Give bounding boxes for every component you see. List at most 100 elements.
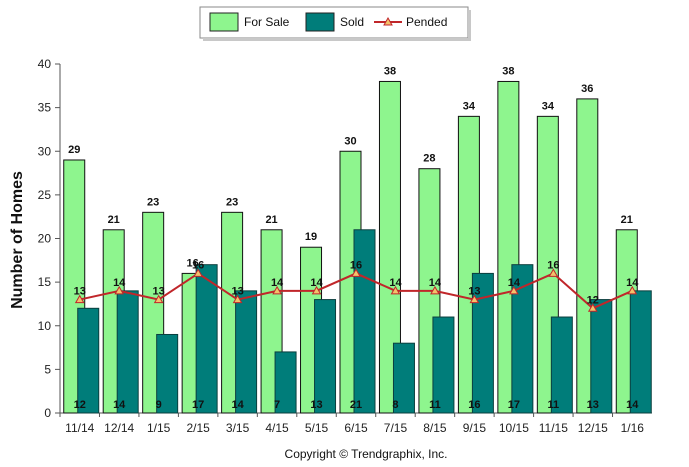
pended-marker bbox=[587, 303, 598, 312]
pended-marker bbox=[232, 294, 243, 304]
y-tick-label: 40 bbox=[38, 57, 52, 71]
x-tick-label: 6/15 bbox=[344, 421, 368, 435]
x-tick-label: 4/15 bbox=[265, 421, 289, 435]
legend-swatch-sold bbox=[305, 12, 335, 32]
x-tick-label: 12/14 bbox=[104, 421, 134, 435]
pended-marker bbox=[509, 285, 519, 295]
sold-value-label: 14 bbox=[113, 399, 126, 411]
pended-value-label: 13 bbox=[153, 286, 165, 298]
legend-box-shadow bbox=[468, 10, 471, 40]
for-sale-value-label: 29 bbox=[68, 144, 80, 156]
bar-sold bbox=[235, 290, 258, 414]
pended-value-label: 16 bbox=[350, 259, 362, 271]
bar-sold bbox=[590, 299, 613, 414]
y-tick-label: 10 bbox=[38, 319, 52, 333]
pended-value-label: 14 bbox=[508, 277, 521, 289]
for-sale-value-label: 21 bbox=[621, 214, 633, 226]
pended-marker bbox=[430, 285, 440, 295]
y-tick-label: 20 bbox=[38, 232, 52, 246]
for-sale-value-label: 23 bbox=[226, 196, 238, 208]
copyright-footer: Copyright © Trendgraphix, Inc. bbox=[285, 447, 448, 461]
pended-value-label: 12 bbox=[587, 294, 599, 306]
bar-sold bbox=[471, 272, 494, 414]
pended-value-label: 16 bbox=[547, 259, 559, 271]
for-sale-value-label: 30 bbox=[344, 135, 356, 147]
y-tick-label: 15 bbox=[38, 275, 52, 289]
bar-sold bbox=[511, 264, 534, 414]
y-tick-label: 30 bbox=[38, 144, 52, 158]
for-sale-value-label: 36 bbox=[581, 83, 593, 95]
x-tick-label: 11/14 bbox=[65, 421, 94, 435]
bar-sold bbox=[629, 290, 652, 414]
sold-value-label: 11 bbox=[429, 399, 441, 411]
y-tick-label: 25 bbox=[38, 188, 52, 202]
sold-value-label: 9 bbox=[156, 399, 162, 411]
pended-marker bbox=[390, 285, 401, 295]
bar-sold bbox=[353, 229, 376, 414]
legend: For Sale Sold Pended bbox=[199, 6, 471, 41]
legend-label-sold: Sold bbox=[340, 15, 364, 29]
pended-value-label: 14 bbox=[389, 277, 402, 289]
for-sale-value-label: 38 bbox=[384, 65, 396, 77]
pended-marker bbox=[74, 294, 85, 304]
for-sale-value-label: 28 bbox=[423, 153, 435, 165]
bar-sold bbox=[432, 316, 455, 414]
y-tick-label: 35 bbox=[38, 101, 52, 115]
pended-value-label: 13 bbox=[468, 286, 480, 298]
pended-value-label: 14 bbox=[310, 277, 323, 289]
for-sale-value-label: 21 bbox=[108, 214, 120, 226]
axes: 0 5 10 15 20 25 30 35 40 11/14 12/14 1/15 2/15 3/15 4/… bbox=[38, 57, 652, 435]
y-tick-label: 0 bbox=[44, 406, 51, 420]
x-tick-label: 9/15 bbox=[463, 421, 487, 435]
pended-marker bbox=[627, 285, 638, 295]
legend-label-pended: Pended bbox=[406, 15, 447, 29]
pended-value-label: 14 bbox=[429, 277, 442, 289]
pended-marker bbox=[311, 285, 322, 295]
pended-marker bbox=[469, 294, 480, 304]
for-sale-value-label: 38 bbox=[502, 65, 514, 77]
bar-sold bbox=[550, 316, 573, 414]
pended-series bbox=[74, 268, 638, 312]
pended-value-label: 14 bbox=[113, 277, 126, 289]
pended-marker bbox=[114, 285, 125, 295]
pended-value-label: 13 bbox=[231, 286, 243, 298]
y-axis-title: Number of Homes bbox=[9, 171, 26, 309]
x-tick-label: 1/16 bbox=[621, 421, 645, 435]
bar-sold bbox=[116, 290, 139, 414]
sold-series bbox=[77, 229, 652, 414]
pended-marker bbox=[193, 268, 203, 277]
sold-value-label: 8 bbox=[392, 399, 398, 411]
x-tick-label: 10/15 bbox=[499, 421, 529, 435]
pended-value-label: 16 bbox=[192, 259, 204, 271]
for-sale-value-label: 34 bbox=[542, 100, 555, 112]
x-tick-label: 12/15 bbox=[578, 421, 608, 435]
x-tick-label: 5/15 bbox=[305, 421, 329, 435]
bar-sold bbox=[392, 342, 415, 414]
sold-value-label: 14 bbox=[626, 399, 639, 411]
for-sale-value-label: 19 bbox=[305, 231, 317, 243]
bar-sold bbox=[156, 333, 179, 414]
bar-sold bbox=[195, 264, 218, 414]
sold-value-label: 12 bbox=[74, 399, 86, 411]
sold-value-label: 13 bbox=[310, 399, 322, 411]
sold-value-label: 17 bbox=[192, 399, 204, 411]
legend-marker-pended bbox=[383, 16, 393, 26]
pended-value-label: 14 bbox=[271, 277, 284, 289]
sold-value-label: 17 bbox=[508, 399, 520, 411]
bar-sold bbox=[274, 351, 297, 414]
legend-box-shadow-bottom bbox=[203, 38, 471, 41]
legend-label-for-sale: For Sale bbox=[244, 15, 290, 29]
x-tick-label: 7/15 bbox=[384, 421, 408, 435]
x-tick-label: 11/15 bbox=[539, 421, 568, 435]
sold-value-label: 13 bbox=[587, 399, 599, 411]
pended-value-label: 14 bbox=[626, 277, 639, 289]
pended-marker bbox=[153, 294, 164, 304]
sold-value-label: 16 bbox=[468, 399, 480, 411]
legend-swatch-for-sale bbox=[209, 12, 239, 32]
x-tick-label: 8/15 bbox=[423, 421, 447, 435]
bar-sold bbox=[314, 299, 337, 414]
pended-marker bbox=[548, 268, 559, 277]
for-sale-value-label: 16 bbox=[187, 257, 199, 269]
